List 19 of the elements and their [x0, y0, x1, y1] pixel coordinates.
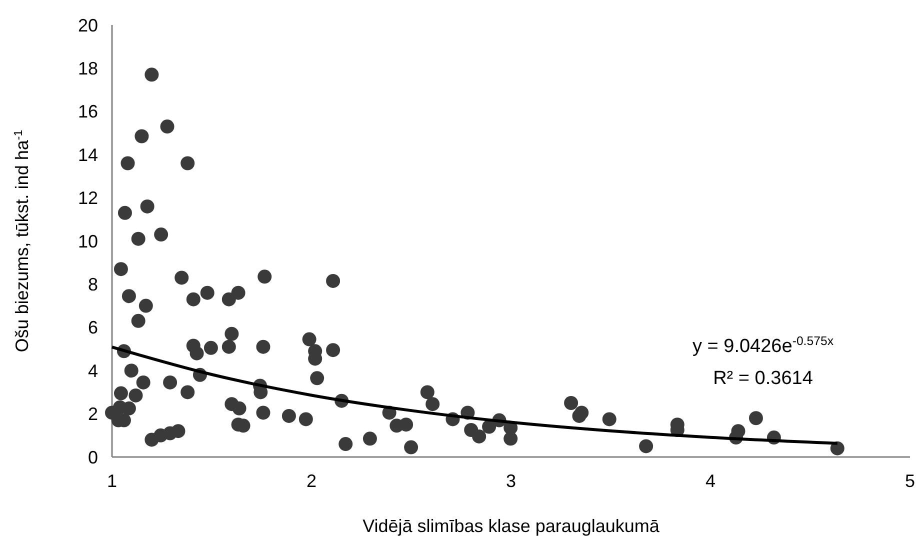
- y-tick-label: 0: [88, 447, 98, 468]
- x-tick-label: 4: [705, 471, 716, 491]
- y-tick-label: 4: [88, 360, 98, 381]
- y-tick-label: 12: [78, 188, 98, 208]
- y-tick-label: 10: [78, 231, 98, 252]
- y-tick-label: 20: [78, 15, 98, 36]
- y-tick-label: 14: [78, 144, 98, 165]
- y-tick-label: 2: [88, 404, 98, 424]
- annotation: y = 9.0426e$^{-0.575x}$: [692, 334, 834, 357]
- annotation: R² = 0.3614: [713, 368, 814, 389]
- y-tick-label: 18: [78, 58, 98, 78]
- x-tick-label: 2: [306, 471, 317, 491]
- x-tick-label: 1: [106, 471, 118, 491]
- y-tick-label: 16: [78, 102, 98, 122]
- x-axis-title: Vidējā slimības klase parauglaukumā: [362, 516, 660, 536]
- x-tick-label: 5: [904, 471, 916, 491]
- x-tick-label: 3: [506, 471, 516, 491]
- y-tick-label: 6: [88, 318, 98, 338]
- y-tick-label: 8: [88, 274, 98, 294]
